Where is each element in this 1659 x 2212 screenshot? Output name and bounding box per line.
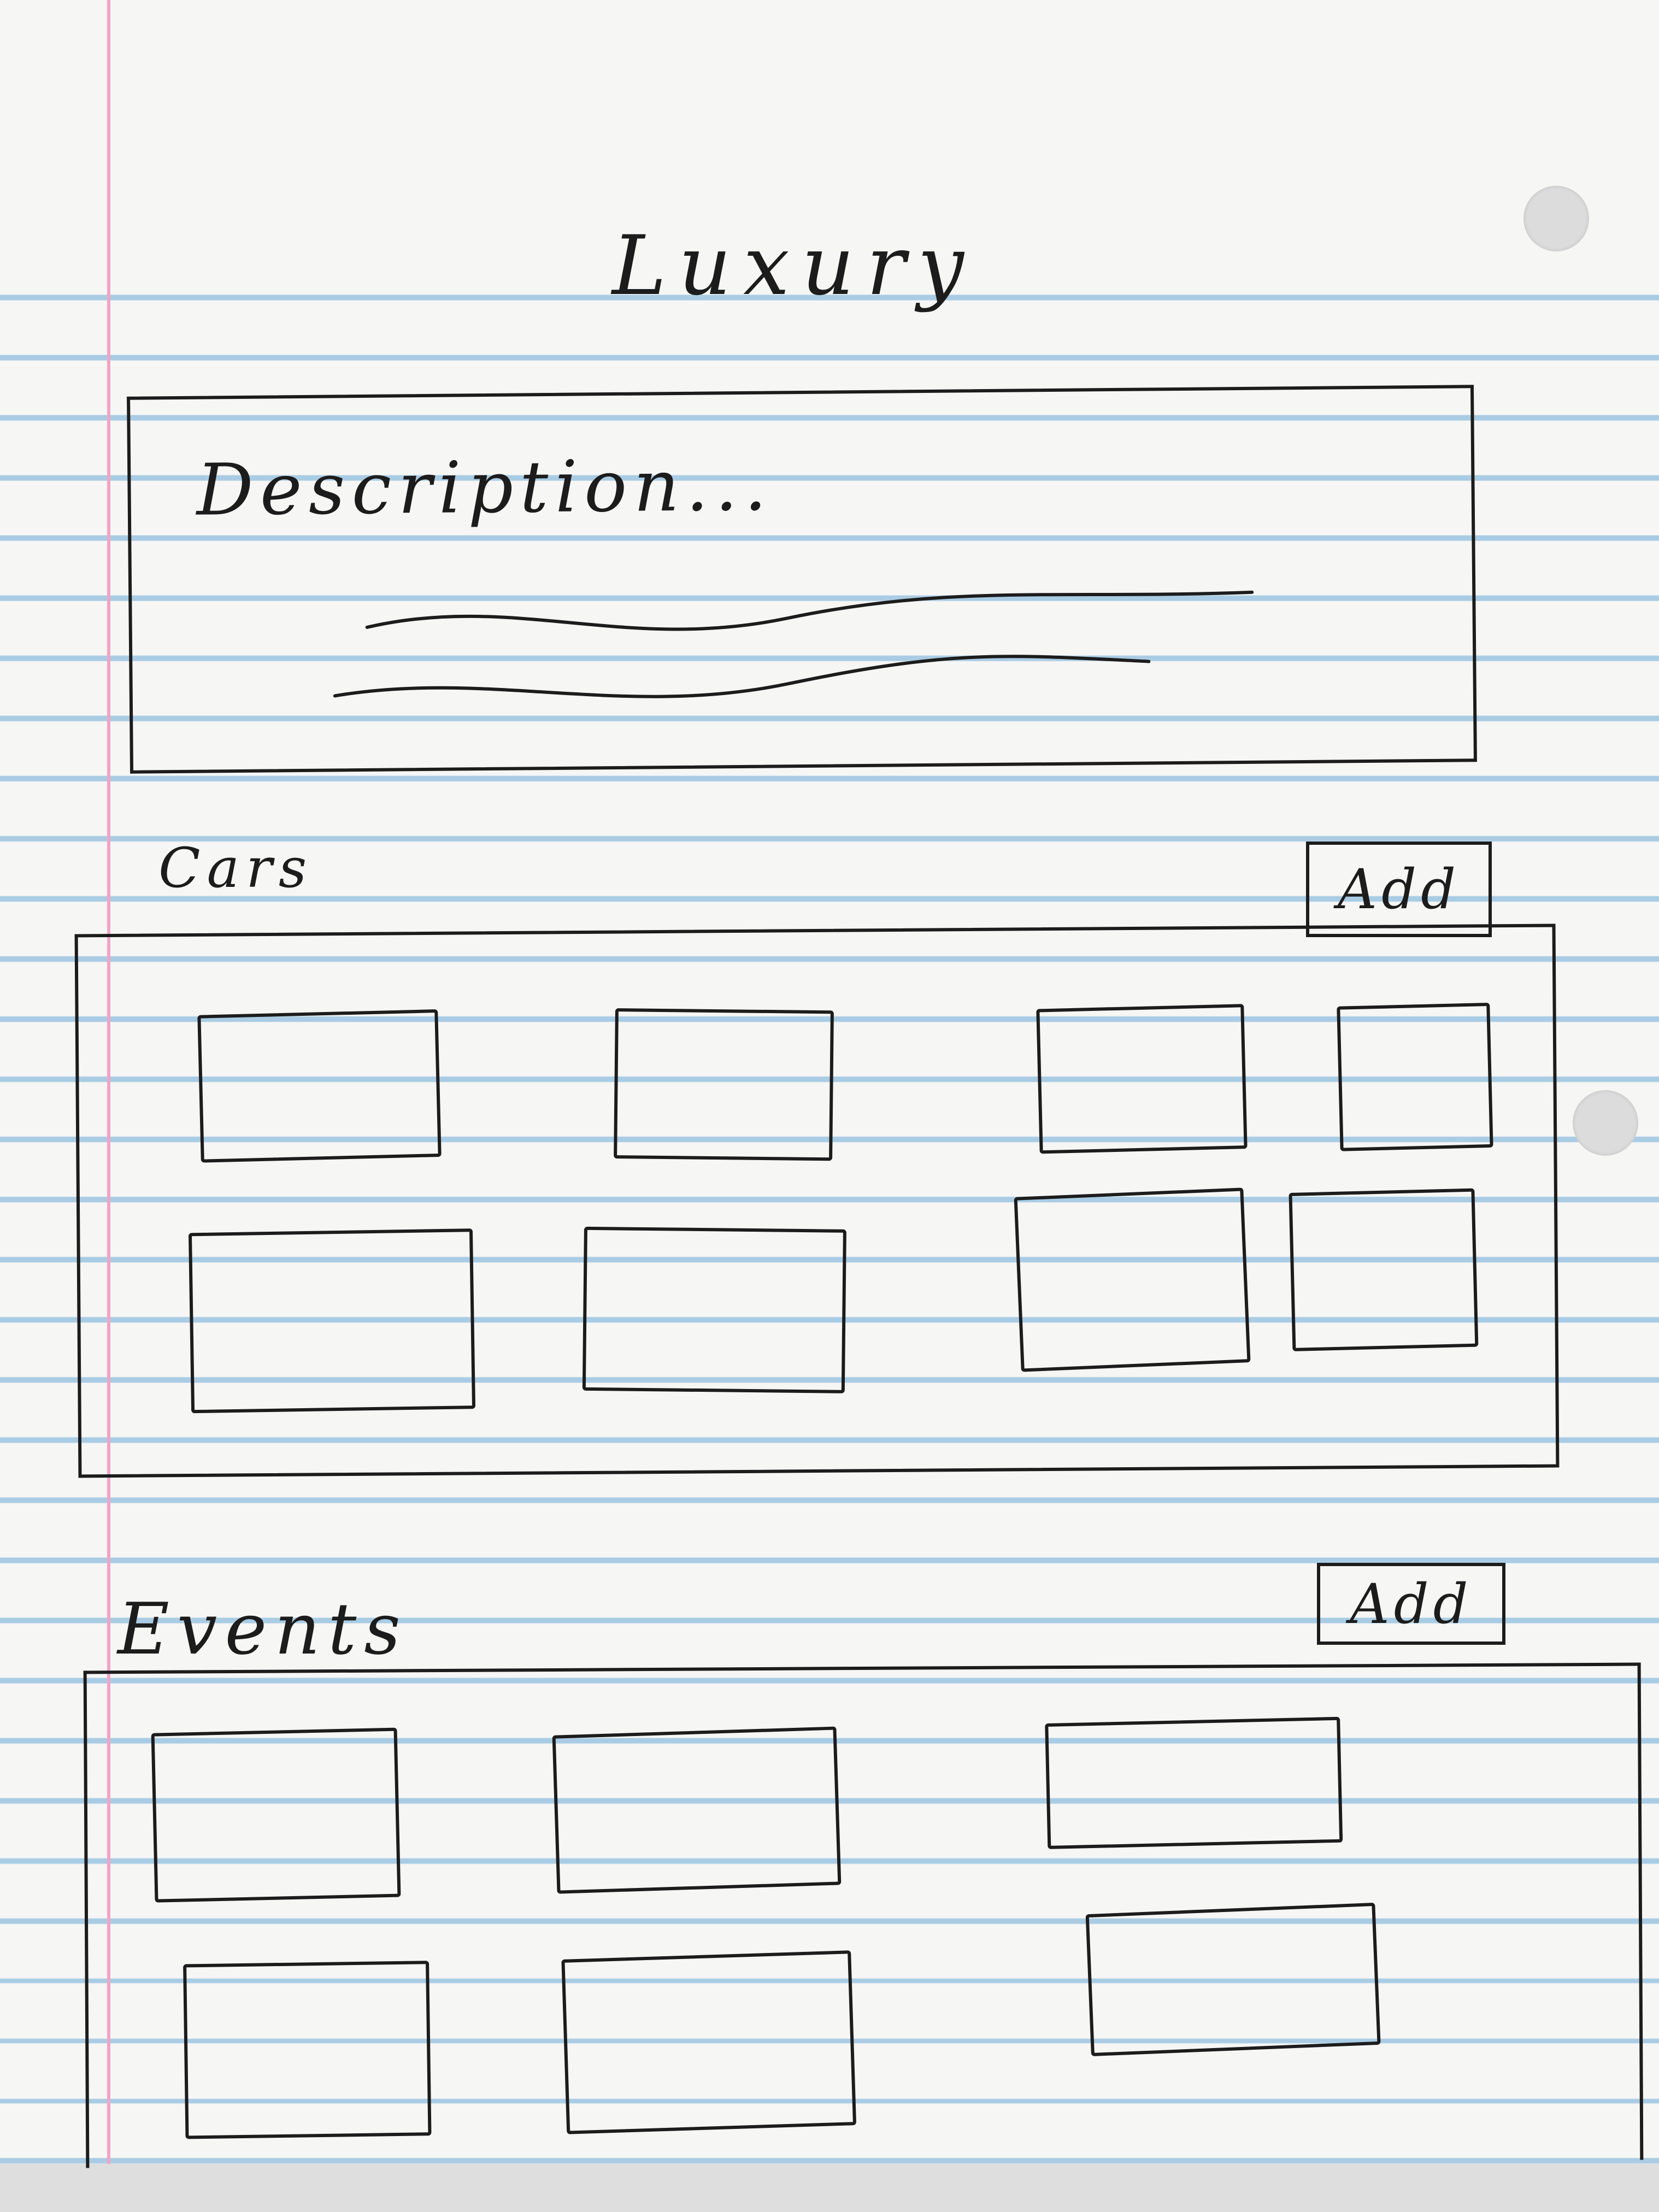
car-card[interactable] [197,1009,442,1163]
car-card[interactable] [614,1008,834,1161]
event-card[interactable] [561,1950,857,2134]
event-card[interactable] [552,1726,842,1894]
cars-section-label: Cars [158,836,314,900]
page-title: Luxury [612,219,976,314]
car-card[interactable] [1036,1004,1248,1154]
car-card[interactable] [582,1226,846,1393]
event-card[interactable] [1045,1716,1343,1849]
add-event-button[interactable]: Add [1317,1563,1505,1645]
notebook-paper [0,0,1659,2164]
add-car-button[interactable]: Add [1306,842,1492,937]
punch-hole [1523,186,1589,251]
paper-edge [0,2164,1659,2212]
cars-container [74,923,1560,1478]
events-container [83,1662,1644,2168]
event-card[interactable] [183,1961,432,2139]
events-section-label: Events [117,1587,408,1670]
car-card[interactable] [1289,1188,1479,1351]
car-card[interactable] [1337,1002,1493,1151]
margin-line [107,0,110,2164]
description-placeholder-lines [333,590,1254,698]
description-box: Description... [127,385,1477,774]
car-card[interactable] [188,1228,476,1414]
car-card[interactable] [1014,1187,1251,1372]
paper-top-margin [0,0,1659,273]
punch-hole [1573,1090,1638,1156]
event-card[interactable] [1085,1902,1381,2056]
event-card[interactable] [151,1727,401,1903]
